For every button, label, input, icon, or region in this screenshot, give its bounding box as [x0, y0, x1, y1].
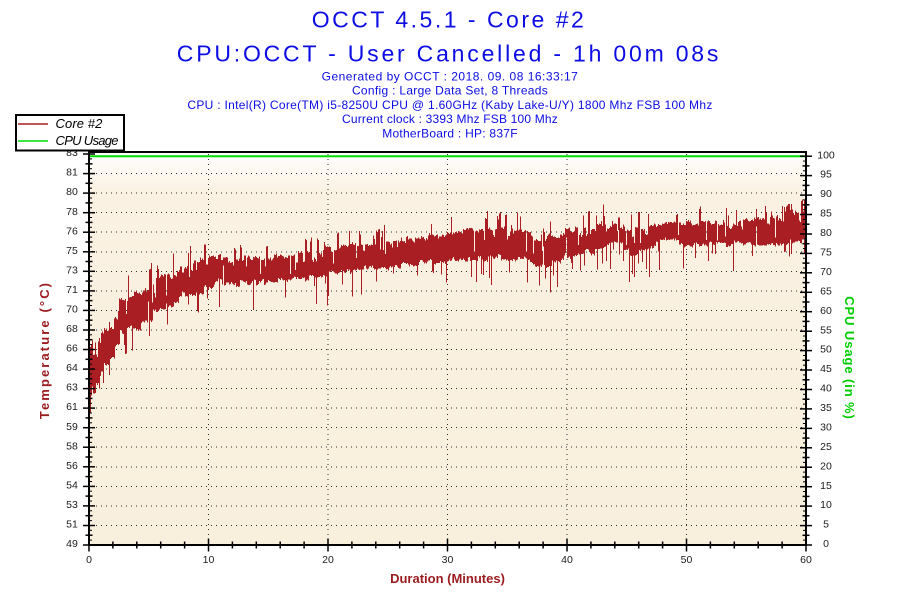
- svg-text:10: 10: [820, 499, 832, 511]
- svg-text:MotherBoard : HP: 837F: MotherBoard : HP: 837F: [382, 126, 518, 140]
- svg-text:30: 30: [442, 554, 454, 566]
- svg-text:54: 54: [66, 480, 78, 492]
- svg-text:100: 100: [817, 149, 835, 161]
- svg-text:73: 73: [66, 264, 78, 276]
- svg-text:20: 20: [322, 554, 334, 566]
- svg-text:20: 20: [820, 460, 832, 472]
- svg-text:80: 80: [820, 227, 832, 239]
- svg-text:Duration (Minutes): Duration (Minutes): [390, 571, 505, 586]
- svg-text:49: 49: [66, 538, 78, 550]
- svg-text:Config : Large Data Set, 8 Thr: Config : Large Data Set, 8 Threads: [352, 84, 548, 98]
- svg-text:55: 55: [820, 324, 832, 336]
- svg-text:75: 75: [820, 247, 832, 259]
- svg-text:66: 66: [66, 343, 78, 355]
- svg-text:25: 25: [820, 441, 832, 453]
- svg-text:65: 65: [820, 285, 832, 297]
- svg-text:70: 70: [66, 304, 78, 316]
- svg-text:40: 40: [561, 554, 573, 566]
- svg-text:83: 83: [66, 147, 78, 159]
- svg-text:81: 81: [66, 167, 78, 179]
- svg-text:71: 71: [66, 284, 78, 296]
- svg-text:CPU : Intel(R) Core(TM) i5-825: CPU : Intel(R) Core(TM) i5-8250U CPU @ 1…: [187, 98, 712, 112]
- svg-text:76: 76: [66, 225, 78, 237]
- svg-text:CPU Usage: CPU Usage: [56, 133, 119, 148]
- svg-text:OCCT 4.5.1 - Core #2: OCCT 4.5.1 - Core #2: [312, 7, 587, 33]
- svg-text:75: 75: [66, 245, 78, 257]
- svg-text:30: 30: [820, 422, 832, 434]
- svg-text:53: 53: [66, 499, 78, 511]
- svg-text:CPU Usage (in %): CPU Usage (in %): [842, 296, 857, 419]
- svg-text:61: 61: [66, 401, 78, 413]
- svg-text:59: 59: [66, 421, 78, 433]
- svg-text:56: 56: [66, 460, 78, 472]
- svg-text:50: 50: [681, 554, 693, 566]
- svg-text:63: 63: [66, 382, 78, 394]
- svg-text:70: 70: [820, 266, 832, 278]
- svg-text:40: 40: [820, 383, 832, 395]
- svg-text:95: 95: [820, 169, 832, 181]
- svg-text:Core #2: Core #2: [56, 116, 104, 131]
- svg-text:60: 60: [820, 305, 832, 317]
- svg-text:0: 0: [86, 554, 92, 566]
- svg-text:50: 50: [820, 344, 832, 356]
- svg-text:90: 90: [820, 188, 832, 200]
- svg-text:68: 68: [66, 323, 78, 335]
- svg-text:10: 10: [203, 554, 215, 566]
- svg-text:85: 85: [820, 208, 832, 220]
- svg-text:Generated by OCCT : 2018. 09.: Generated by OCCT : 2018. 09. 08 16:33:1…: [322, 70, 579, 84]
- svg-text:35: 35: [820, 402, 832, 414]
- svg-text:CPU:OCCT - User Cancelled - 1h: CPU:OCCT - User Cancelled - 1h 00m 08s: [177, 41, 721, 67]
- svg-text:Temperature (°C): Temperature (°C): [37, 281, 52, 419]
- svg-text:0: 0: [823, 538, 829, 550]
- svg-text:78: 78: [66, 206, 78, 218]
- svg-text:Current clock : 3393 Mhz FSB 1: Current clock : 3393 Mhz FSB 100 Mhz: [342, 112, 558, 126]
- svg-text:45: 45: [820, 363, 832, 375]
- svg-text:58: 58: [66, 440, 78, 452]
- svg-text:60: 60: [800, 554, 812, 566]
- svg-text:51: 51: [66, 519, 78, 531]
- svg-text:64: 64: [66, 362, 78, 374]
- svg-text:5: 5: [823, 519, 829, 531]
- svg-text:80: 80: [66, 186, 78, 198]
- svg-text:15: 15: [820, 480, 832, 492]
